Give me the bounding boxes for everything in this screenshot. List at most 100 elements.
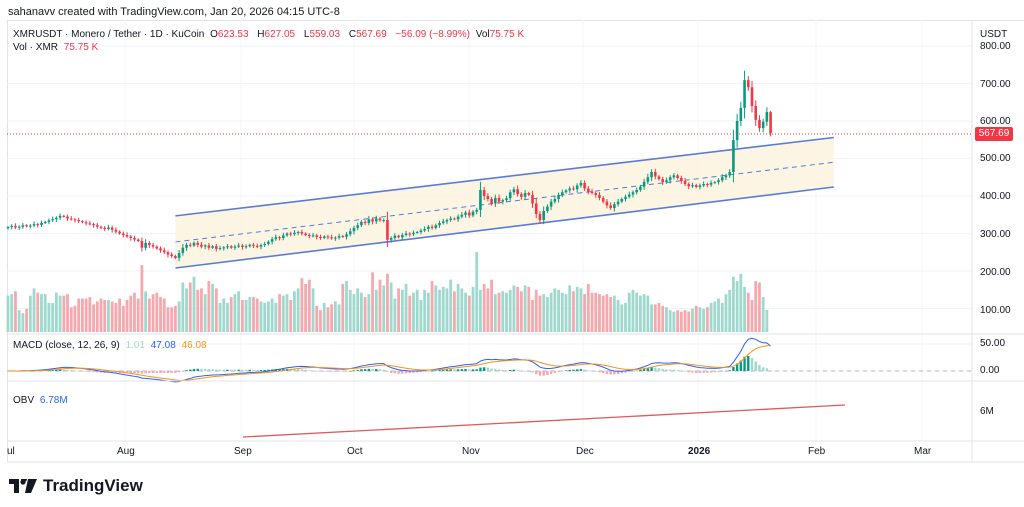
candle-body — [527, 193, 531, 195]
volume-bar — [635, 292, 639, 332]
candle-body — [241, 245, 244, 247]
macd-histogram-bar — [449, 369, 452, 371]
candle-body — [434, 225, 438, 228]
tradingview-logo-icon — [9, 479, 37, 493]
macd-histogram-bar — [646, 368, 650, 371]
macd-signal-value: 46.08 — [181, 340, 207, 351]
candle-body — [430, 226, 434, 228]
volume-bar — [605, 294, 609, 332]
candle-body — [308, 235, 311, 237]
volume-bar — [240, 300, 244, 332]
macd-histogram-bar — [51, 369, 54, 371]
macd-histogram-bar — [709, 371, 713, 373]
candle-body — [441, 221, 445, 223]
macd-name[interactable]: MACD (close, 12, 26, 9) — [13, 340, 120, 351]
macd-histogram-bar — [602, 371, 605, 374]
candle-body — [415, 232, 419, 233]
volume-bar — [665, 307, 668, 332]
volume-bar — [289, 300, 293, 332]
volume-bar — [404, 284, 408, 332]
candle-body — [438, 223, 441, 226]
volume-bar — [84, 298, 88, 332]
candle-body — [51, 219, 54, 221]
volume-bar — [449, 279, 453, 332]
candle-body — [724, 175, 728, 178]
macd-histogram-bar — [687, 371, 690, 373]
volume-bar — [408, 295, 412, 332]
candle-body — [81, 221, 84, 223]
candle-body — [590, 191, 594, 193]
candle-body — [460, 214, 464, 217]
volume-bar — [546, 297, 549, 332]
volume-legend: Vol · XMR 75.75 K — [13, 42, 101, 53]
candle-body — [326, 236, 330, 238]
volume-bar — [434, 285, 438, 332]
candle-body — [107, 227, 110, 229]
macd-histogram-bar — [680, 370, 683, 372]
brand-name: TradingView — [43, 476, 143, 495]
volume-bar — [274, 302, 278, 332]
macd-histogram-bar — [133, 371, 136, 374]
tradingview-logo[interactable]: TradingView — [9, 476, 143, 496]
volume-bar — [523, 285, 527, 332]
candle-body — [765, 112, 769, 122]
candle-body — [170, 254, 173, 256]
volume-bar — [95, 301, 99, 332]
obv-name[interactable]: OBV — [13, 395, 35, 406]
volume-bar — [281, 295, 285, 332]
volume-bar — [705, 307, 709, 332]
candle-body — [739, 107, 743, 121]
volume-bar — [486, 288, 490, 332]
volume-bar — [367, 294, 371, 332]
candle-body — [445, 220, 449, 222]
macd-histogram-bar — [393, 371, 397, 374]
macd-histogram-bar — [769, 371, 772, 372]
candle-body — [99, 226, 103, 228]
macd-histogram-bar — [267, 369, 270, 371]
volume-bar — [650, 304, 653, 332]
macd-histogram-bar — [177, 371, 181, 373]
macd-histogram-bar — [702, 371, 705, 373]
volume-bar — [73, 305, 77, 332]
candle-body — [706, 184, 709, 185]
volume-bar — [717, 298, 720, 332]
volume-bar — [121, 305, 125, 332]
price-tick: 300.00 — [980, 229, 1011, 240]
macd-histogram-bar — [241, 369, 244, 371]
obv-trendline[interactable] — [242, 404, 846, 438]
macd-histogram-bar — [642, 369, 646, 371]
candle-body — [676, 175, 679, 178]
symbol-name[interactable]: XMRUSDT · Monero / Tether · 1D · KuCoin — [13, 29, 205, 40]
macd-histogram-bar — [535, 371, 538, 375]
macd-histogram-bar — [144, 371, 147, 374]
candle-body — [564, 190, 568, 193]
candle-body — [151, 245, 155, 247]
macd-histogram-bar — [140, 371, 144, 374]
volume-bar — [107, 300, 110, 332]
volume-bar — [549, 292, 553, 332]
candle-body — [289, 233, 293, 235]
candle-body — [17, 226, 21, 228]
volume-bar — [661, 305, 665, 332]
macd-histogram-bar — [568, 369, 571, 371]
volume-value: 75.75 K — [489, 29, 525, 40]
macd-histogram-bar — [337, 371, 341, 372]
volume-bar — [653, 304, 657, 332]
volume-indicator-name[interactable]: Vol · XMR — [13, 42, 59, 53]
volume-bar — [259, 301, 263, 332]
volume-bar — [393, 298, 397, 332]
macd-histogram-bar — [185, 370, 188, 371]
volume-bar — [77, 298, 81, 332]
volume-bar — [758, 282, 761, 332]
volume-bar — [419, 300, 423, 332]
macd-histogram-bar — [382, 369, 385, 371]
candle-body — [95, 225, 99, 227]
volume-bar — [691, 308, 694, 332]
volume-bar — [192, 276, 196, 332]
candle-body — [620, 199, 624, 202]
volume-bar — [445, 288, 449, 332]
volume-bar — [679, 311, 683, 332]
macd-pane — [6, 337, 772, 383]
currency-label[interactable]: USDT — [980, 29, 1008, 40]
